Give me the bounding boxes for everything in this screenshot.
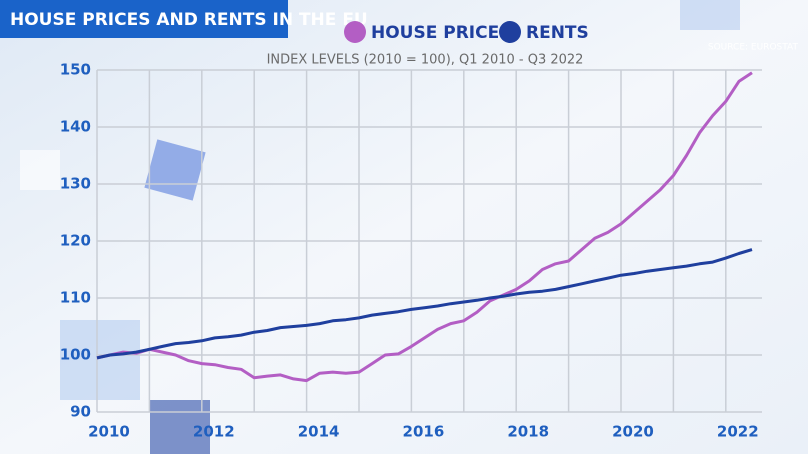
legend-swatch [344,21,366,43]
decor [680,0,740,30]
chart-title: HOUSE PRICES AND RENTS IN THE EU [10,10,368,30]
x-tick-label: 2018 [507,423,549,441]
x-tick-label: 2020 [612,423,654,441]
chart-subtitle: INDEX LEVELS (2010 = 100), Q1 2010 - Q3 … [267,53,584,68]
legend-label: RENTS [526,23,589,43]
legend-label: HOUSE PRICES [371,23,511,43]
y-tick-label: 140 [60,118,91,136]
y-tick-label: 130 [60,175,91,193]
y-tick-label: 110 [60,289,91,307]
decor [20,150,60,190]
decor [144,139,206,201]
series-line [96,71,753,383]
series-line [96,248,753,360]
y-tick-label: 150 [60,61,91,79]
x-tick-label: 2014 [298,423,340,441]
x-tick-label: 2012 [193,423,235,441]
title-box [0,0,288,38]
source: SOURCE: EUROSTAT [708,43,799,53]
x-tick-label: 2016 [403,423,445,441]
y-tick-label: 90 [70,403,91,421]
legend-swatch [499,21,521,43]
x-tick-label: 2022 [717,423,759,441]
y-tick-label: 100 [60,346,91,364]
y-tick-label: 120 [60,232,91,250]
x-tick-label: 2010 [88,423,130,441]
decor [60,320,140,400]
decor [150,400,210,454]
